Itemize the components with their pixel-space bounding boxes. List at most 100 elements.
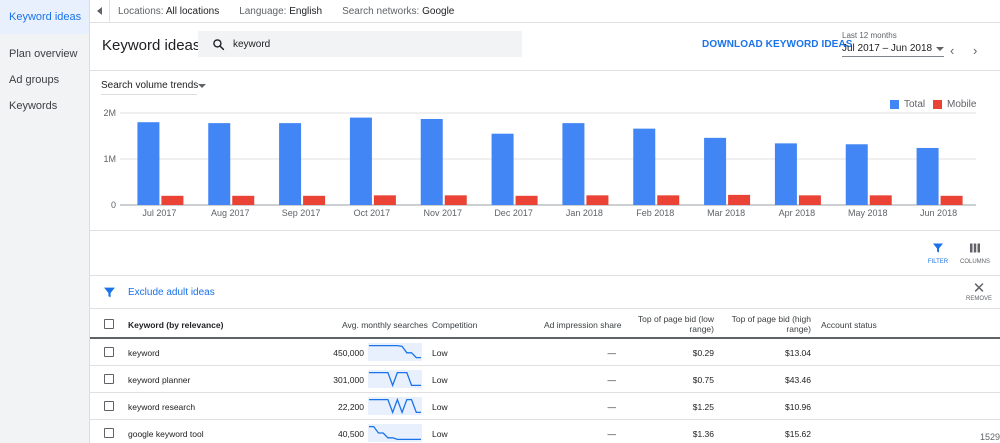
sparkline-background — [368, 424, 422, 442]
table-row[interactable]: keyword research 22,200 Low — $1.25 $10.… — [90, 393, 1000, 420]
avg-searches-cell: 450,000 — [333, 348, 364, 358]
competition-cell: Low — [432, 429, 448, 439]
keyword-search-input[interactable] — [233, 38, 493, 50]
page-header: Keyword ideas DOWNLOAD KEYWORD IDEAS Las… — [90, 23, 1000, 71]
bar-mobile — [161, 195, 184, 205]
date-range-selector[interactable]: Last 12 months Jul 2017 – Jun 2018 — [842, 31, 944, 57]
table-row[interactable]: keyword planner 301,000 Low — $0.75 $43.… — [90, 366, 1000, 393]
column-header-bid-low[interactable]: Top of page bid (low range) — [637, 314, 714, 334]
previous-period-icon[interactable]: ‹ — [950, 43, 955, 58]
targeting-bar: Locations: All locations Language: Engli… — [90, 0, 1000, 23]
keyword-ideas-table: Keyword (by relevance) Avg. monthly sear… — [90, 309, 1000, 443]
language-filter[interactable]: Language: English — [239, 5, 323, 17]
x-tick-label: Feb 2018 — [636, 208, 674, 218]
caret-left-icon — [97, 7, 102, 15]
legend-swatch-total — [890, 100, 899, 109]
next-period-icon[interactable]: › — [973, 43, 978, 58]
bar-total — [704, 137, 727, 205]
date-range-value: Jul 2017 – Jun 2018 — [842, 43, 933, 54]
bar-total — [562, 123, 585, 205]
exclude-adult-ideas-filter[interactable]: Exclude adult ideas — [128, 287, 215, 298]
bar-mobile — [444, 195, 467, 205]
bar-mobile — [657, 195, 680, 205]
table-row[interactable]: keyword 450,000 Low — $0.29 $13.04 — [90, 339, 1000, 366]
close-icon: ✕ — [972, 280, 986, 297]
sidebar-item-keyword-ideas[interactable]: Keyword ideas — [0, 0, 89, 34]
bar-mobile — [586, 195, 609, 205]
chart-type-select[interactable]: Search volume trends — [101, 80, 207, 95]
bar-total — [279, 123, 302, 205]
search-volume-chart: 0 1M 2M Jul 2017 Aug 2017 Sep 2017 Oct 2017 Nov… — [103, 108, 976, 218]
ad-share-cell: — — [607, 348, 617, 358]
avg-searches-cell: 22,200 — [338, 402, 364, 412]
legend-mobile[interactable]: Mobile — [933, 99, 976, 110]
row-checkbox[interactable] — [104, 428, 114, 438]
columns-button[interactable]: COLUMNS — [960, 242, 990, 265]
avg-searches-cell: 301,000 — [333, 375, 364, 385]
keyword-cell: keyword planner — [128, 375, 191, 385]
sparkline-path — [369, 425, 421, 441]
column-header-keyword[interactable]: Keyword (by relevance) — [128, 320, 224, 330]
keyword-search-box[interactable] — [198, 31, 522, 57]
columns-icon — [970, 243, 980, 253]
filter-icon — [933, 243, 943, 253]
competition-cell: Low — [432, 402, 448, 412]
x-tick-label: Sep 2017 — [282, 208, 321, 218]
row-checkbox[interactable] — [104, 374, 114, 384]
search-volume-chart-panel: Search volume trends Total Mobile 0 1M 2M J… — [90, 71, 1000, 231]
keyword-cell: keyword research — [128, 402, 196, 412]
legend-total[interactable]: Total — [890, 99, 925, 110]
table-row[interactable]: google keyword tool 40,500 Low — $1.36 $… — [90, 420, 1000, 443]
locations-filter[interactable]: Locations: All locations — [118, 5, 220, 17]
x-tick-label: Jul 2017 — [142, 208, 176, 218]
active-filter-row: Exclude adult ideas ✕ REMOVE — [90, 277, 1000, 309]
trend-sparkline — [368, 343, 422, 361]
collapse-sidebar-button[interactable] — [90, 0, 110, 23]
bid-high-cell: $10.96 — [785, 402, 811, 412]
table-toolbar: FILTER COLUMNS — [90, 232, 1000, 276]
bar-total — [774, 143, 797, 205]
ad-share-cell: — — [607, 402, 617, 412]
bar-mobile — [303, 195, 326, 205]
sidebar-item-ad-groups[interactable]: Ad groups — [9, 74, 60, 86]
page-count: 1529 — [980, 432, 1000, 442]
sidebar-item-keywords[interactable]: Keywords — [9, 100, 58, 112]
download-keyword-ideas-button[interactable]: DOWNLOAD KEYWORD IDEAS — [702, 39, 853, 50]
bid-low-cell: $1.36 — [692, 429, 714, 439]
column-header-bid-high[interactable]: Top of page bid (high range) — [731, 314, 811, 334]
trend-sparkline — [368, 370, 422, 388]
column-header-avg-monthly-searches[interactable]: Avg. monthly searches — [342, 320, 428, 330]
filter-button[interactable]: FILTER — [923, 242, 953, 265]
column-header-account-status[interactable]: Account status — [821, 320, 877, 330]
bar-mobile — [728, 194, 751, 205]
bar-mobile — [373, 195, 396, 205]
y-tick-label: 2M — [103, 108, 116, 118]
x-tick-label: Oct 2017 — [354, 208, 391, 218]
avg-searches-cell: 40,500 — [338, 429, 364, 439]
filter-icon — [104, 287, 115, 298]
trend-sparkline — [368, 397, 422, 415]
bid-low-cell: $1.25 — [692, 402, 714, 412]
keyword-cell: google keyword tool — [128, 429, 204, 439]
table-header: Keyword (by relevance) Avg. monthly sear… — [90, 309, 1000, 339]
row-checkbox[interactable] — [104, 401, 114, 411]
x-tick-label: Jan 2018 — [566, 208, 603, 218]
select-all-checkbox[interactable] — [104, 319, 114, 329]
column-header-ad-impression-share[interactable]: Ad impression share — [544, 320, 622, 330]
row-checkbox[interactable] — [104, 347, 114, 357]
ad-share-cell: — — [607, 375, 617, 385]
sidebar: Keyword ideas Plan overview Ad groups Ke… — [0, 0, 90, 443]
sidebar-item-plan-overview[interactable]: Plan overview — [9, 48, 78, 60]
y-tick-label: 1M — [103, 154, 116, 164]
trend-sparkline — [368, 424, 422, 442]
page-title: Keyword ideas — [102, 37, 201, 54]
bar-total — [420, 118, 443, 205]
competition-cell: Low — [432, 348, 448, 358]
bid-low-cell: $0.29 — [692, 348, 714, 358]
search-networks-filter[interactable]: Search networks: Google — [342, 5, 455, 17]
remove-filter-button[interactable]: ✕ REMOVE — [966, 280, 993, 302]
sparkline-path — [369, 344, 421, 359]
bar-mobile — [798, 195, 821, 205]
column-header-competition[interactable]: Competition — [432, 320, 478, 330]
x-tick-label: Nov 2017 — [423, 208, 462, 218]
